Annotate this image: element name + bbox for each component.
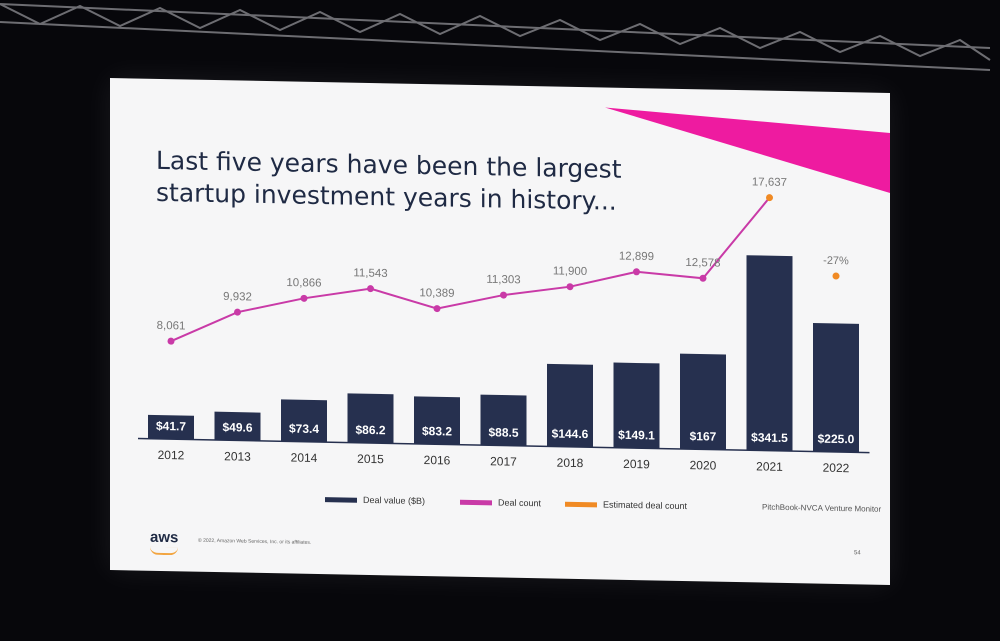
presentation-slide: Last five years have been the largest st… [110, 78, 890, 585]
bar-deal-value [680, 353, 726, 450]
x-tick-label: 2017 [490, 454, 517, 469]
x-tick-label: 2021 [756, 459, 783, 474]
estimated-deal-count-point [766, 194, 773, 202]
deal-count-label: 10,866 [286, 277, 321, 290]
estimated-change-label: -27% [823, 255, 849, 267]
investment-chart: $41.7 2012 $49.6 2013 $73.4 2014 $86.2 2015 $83.… [138, 176, 870, 476]
deal-count-label: 10,389 [419, 287, 454, 300]
legend-estimated: Estimated deal count [565, 499, 687, 511]
bar-deal-value [214, 411, 261, 441]
deal-count-point [633, 268, 640, 276]
legend-label: Deal value ($B) [363, 494, 426, 507]
bar-value-label: $86.2 [355, 423, 385, 438]
bar-value-label: $88.5 [488, 425, 518, 440]
bar-value-label: $73.4 [289, 421, 319, 436]
deal-count-label: 11,303 [486, 274, 520, 287]
legend-deal-count: Deal count [460, 497, 542, 509]
x-tick-label: 2018 [557, 456, 584, 471]
deal-count-label: 12,578 [685, 257, 720, 270]
estimated-deal-count-point [832, 272, 840, 280]
deal-count-label: 17,637 [752, 176, 787, 189]
deal-count-point [167, 337, 175, 345]
deal-count-point [367, 285, 374, 293]
bar-deal-value [414, 396, 460, 445]
deal-count-label: 11,543 [353, 267, 387, 280]
bar-value-label: $341.5 [751, 430, 788, 445]
deal-count-point [500, 291, 507, 299]
bar-deal-value [281, 399, 327, 443]
legend-swatch-bar [325, 497, 357, 503]
legend-swatch-line [460, 499, 492, 506]
pink-accent-shape [605, 107, 890, 193]
bar-deal-value [813, 323, 859, 453]
deal-count-point [433, 305, 441, 313]
page-number: 54 [854, 550, 861, 557]
bar-value-label: $144.6 [552, 426, 589, 441]
x-tick-label: 2022 [823, 461, 850, 476]
x-tick-label: 2012 [158, 448, 185, 463]
deal-count-point [566, 283, 574, 291]
deal-count-label: 9,932 [223, 291, 252, 304]
x-tick-label: 2014 [291, 450, 318, 465]
bar-value-label: $149.1 [618, 428, 655, 443]
x-tick-label: 2020 [690, 458, 717, 473]
copyright-text: © 2022, Amazon Web Services, Inc. or its… [198, 537, 312, 546]
bar-deal-value [613, 362, 660, 449]
source-note: PitchBook-NVCA Venture Monitor [762, 502, 882, 514]
deal-count-label: 12,899 [619, 250, 654, 263]
bar-value-label: $41.7 [156, 419, 186, 434]
aws-logo: aws [150, 528, 179, 547]
bar-value-label: $83.2 [422, 424, 452, 439]
deal-count-label: 11,900 [553, 265, 587, 278]
legend-deal-value: Deal value ($B) [325, 494, 425, 506]
bar-deal-value [547, 363, 593, 448]
aws-smile-icon [150, 546, 178, 556]
x-tick-label: 2016 [424, 453, 451, 468]
bar-value-label: $225.0 [818, 432, 855, 447]
bar-deal-value [148, 414, 194, 440]
x-tick-label: 2019 [623, 457, 650, 472]
bar-value-label: $49.6 [222, 420, 252, 435]
x-tick-label: 2013 [224, 449, 251, 464]
deal-count-point [300, 294, 308, 302]
legend-label: Deal count [498, 497, 542, 509]
legend-label: Estimated deal count [603, 499, 688, 512]
deal-count-label: 8,061 [157, 320, 186, 333]
legend-swatch-estimate [565, 501, 597, 508]
x-tick-label: 2015 [357, 452, 384, 467]
deal-count-point [699, 274, 707, 282]
deal-count-line [170, 197, 771, 343]
bar-deal-value [347, 393, 394, 444]
bar-deal-value [746, 255, 793, 452]
bar-value-label: $167 [690, 429, 717, 444]
bar-deal-value [480, 394, 527, 446]
deal-count-point [234, 308, 241, 316]
stage-truss [0, 3, 991, 71]
